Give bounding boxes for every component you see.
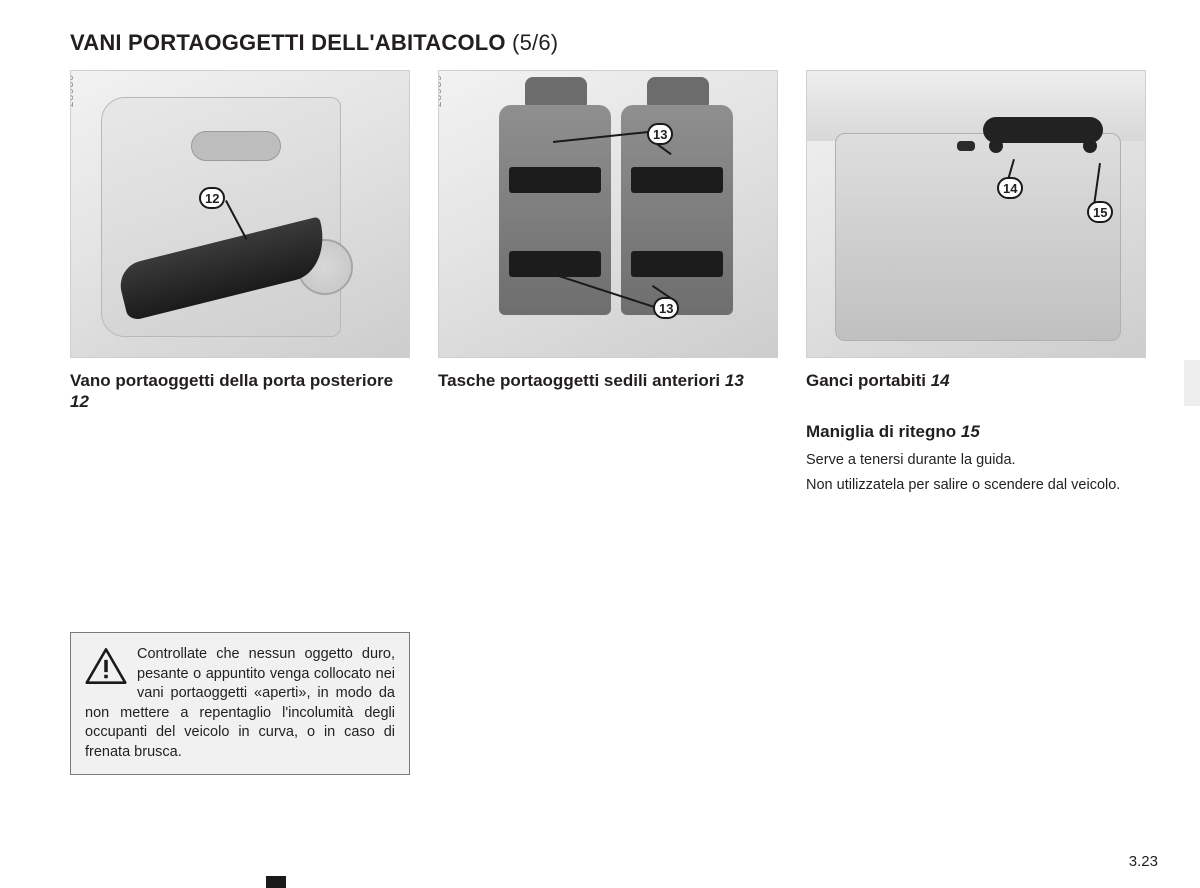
- window-shape: [835, 133, 1121, 341]
- caption-3b-num: 15: [961, 422, 980, 441]
- door-handle-shape: [191, 131, 281, 161]
- callout-badge: 14: [997, 177, 1023, 199]
- caption-2: Tasche portaoggetti sedili anteriori 13: [438, 370, 778, 391]
- bottom-tab: [266, 876, 286, 888]
- caption-3b: Maniglia di ritegno 15: [806, 421, 1146, 442]
- columns: 28936 12 Vano portaoggetti della porta p…: [70, 70, 1160, 502]
- warning-icon: [85, 647, 127, 685]
- body-text-3: Serve a tenersi durante la guida. Non ut…: [806, 451, 1146, 496]
- seat-pocket-shape: [631, 251, 723, 277]
- col-3: 29520 1415 Ganci portabiti 14 Maniglia d…: [806, 70, 1146, 502]
- caption-1-num: 12: [70, 392, 89, 411]
- image-code: 28939: [438, 74, 444, 107]
- seat-pocket-shape: [509, 251, 601, 277]
- title-main: VANI PORTAOGGETTI DELL'ABITACOLO: [70, 30, 506, 55]
- caption-3a-text: Ganci portabiti: [806, 371, 931, 390]
- figure-seats: 28939 13 13: [438, 70, 778, 358]
- caption-2-num: 13: [725, 371, 744, 390]
- caption-3a-num: 14: [931, 371, 950, 390]
- callout-badge: 13: [653, 297, 679, 319]
- callout-badge: 15: [1087, 201, 1113, 223]
- seat-pocket-shape: [631, 167, 723, 193]
- image-code: 28936: [70, 74, 76, 107]
- coat-hook-shape: [957, 141, 975, 151]
- manual-page: VANI PORTAOGGETTI DELL'ABITACOLO (5/6) 2…: [0, 0, 1200, 502]
- figure-handle: 29520 1415: [806, 70, 1146, 358]
- caption-1-text: Vano portaoggetti della porta posteriore: [70, 371, 393, 390]
- page-title: VANI PORTAOGGETTI DELL'ABITACOLO (5/6): [70, 30, 1160, 56]
- col-1: 28936 12 Vano portaoggetti della porta p…: [70, 70, 410, 502]
- page-number: 3.23: [1129, 853, 1158, 870]
- title-pager: (5/6): [512, 30, 558, 55]
- callout-badge: 12: [199, 187, 225, 209]
- body-line: Serve a tenersi durante la guida.: [806, 451, 1146, 471]
- callout-badge: 13: [647, 123, 673, 145]
- body-line: Non utilizzatela per salire o scendere d…: [806, 476, 1146, 496]
- caption-1: Vano portaoggetti della porta posteriore…: [70, 370, 410, 413]
- caption-2-text: Tasche portaoggetti sedili anteriori: [438, 371, 725, 390]
- grab-handle-shape: [983, 117, 1103, 143]
- seatback-shape: [621, 105, 733, 315]
- col-2: 28939 13 13 Tasche portaoggetti sedili an…: [438, 70, 778, 502]
- warning-text: Controllate che nessun oggetto duro, pes…: [85, 646, 395, 760]
- caption-3b-text: Maniglia di ritegno: [806, 422, 961, 441]
- side-tab: [1184, 360, 1200, 406]
- seat-pocket-shape: [509, 167, 601, 193]
- figure-door: 28936 12: [70, 70, 410, 358]
- caption-3a: Ganci portabiti 14: [806, 370, 1146, 391]
- warning-box: Controllate che nessun oggetto duro, pes…: [70, 632, 410, 775]
